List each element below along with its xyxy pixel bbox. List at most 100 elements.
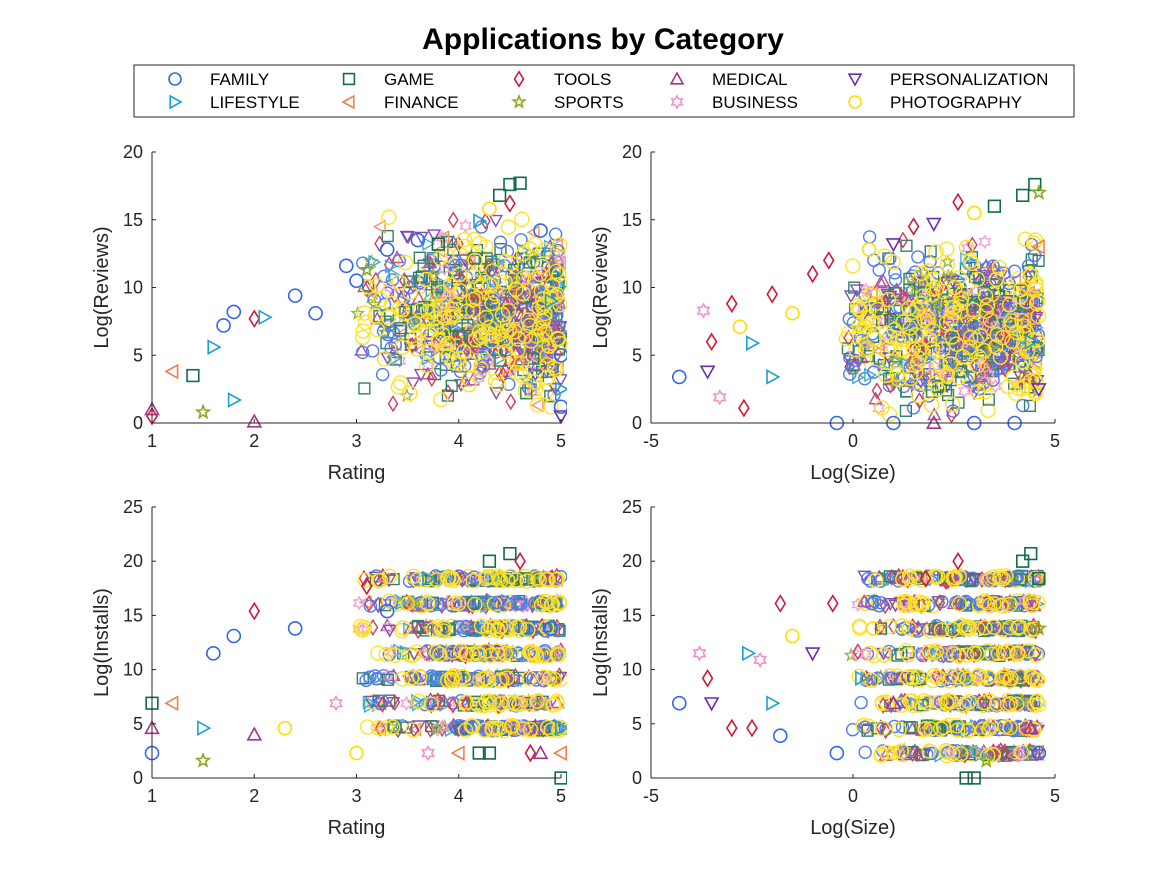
data-point: [308, 305, 323, 321]
scatter-point: [972, 328, 988, 344]
scatter-point: [986, 569, 1002, 585]
scatter-point: [429, 644, 445, 660]
scatter-point: [432, 301, 448, 317]
data-point: [513, 176, 527, 190]
data-point: [524, 743, 537, 763]
scatter-point: [933, 622, 950, 638]
scatter-point: [512, 596, 526, 610]
scatter-point: [539, 357, 555, 373]
scatter-point: [873, 672, 887, 688]
x-tick-label: 1: [147, 786, 157, 806]
scatter-point: [472, 370, 486, 386]
scatter-point: [530, 398, 544, 413]
y-tick-label: 0: [632, 768, 642, 788]
data-point: [919, 569, 932, 588]
scatter-point: [1023, 268, 1039, 284]
data-point: [554, 720, 567, 736]
subplot-1: 1 2 3 4 5 0 5 10 15 20 Rating Log(Reviews): [91, 142, 567, 484]
scatter-point: [899, 669, 916, 685]
scatter-point: [376, 351, 393, 367]
scatter-point: [490, 377, 507, 393]
scatter-point: [991, 260, 1008, 276]
scatter-point: [1014, 353, 1031, 370]
x-tick-label: 4: [454, 786, 464, 806]
scatter-point: [966, 573, 979, 586]
scatter-point: [429, 720, 445, 736]
scatter-point: [370, 311, 385, 325]
scatter-point: [838, 330, 855, 347]
scatter-point: [969, 357, 986, 374]
scatter-point: [874, 720, 891, 737]
scatter-point: [979, 297, 996, 313]
scatter-point: [1027, 570, 1044, 587]
scatter-point: [976, 695, 993, 711]
scatter-point: [375, 694, 390, 708]
scatter-point: [402, 385, 418, 402]
data-point: [741, 645, 757, 662]
scatter-point: [988, 378, 1002, 394]
scatter-point: [365, 344, 380, 358]
data-point: [358, 261, 376, 277]
scatter-point: [492, 254, 506, 270]
scatter-point: [1002, 276, 1016, 291]
scatter-point: [370, 645, 386, 661]
scatter-point: [871, 382, 883, 400]
scatter-point: [356, 619, 373, 636]
scatter-point: [870, 301, 886, 318]
scatter-point: [484, 720, 500, 736]
data-point: [482, 201, 497, 217]
scatter-point: [948, 336, 965, 352]
scatter-point: [1012, 668, 1028, 685]
scatter-point: [935, 719, 952, 736]
scatter-point: [467, 274, 484, 290]
scatter-point: [1030, 672, 1046, 688]
scatter-point: [1031, 696, 1047, 713]
scatter-point: [889, 366, 905, 382]
scatter-point: [382, 624, 397, 638]
scatter-point: [453, 379, 469, 393]
scatter-point: [543, 722, 560, 738]
scatter-point: [432, 250, 449, 266]
scatter-point: [970, 384, 986, 400]
scatter-point: [387, 395, 399, 413]
scatter-point: [1008, 696, 1025, 712]
x-tick-label: -5: [643, 431, 659, 451]
data-point: [977, 751, 995, 768]
scatter-point: [943, 649, 957, 663]
scatter-point: [540, 719, 556, 736]
scatter-point: [912, 594, 928, 610]
scatter-point: [862, 230, 877, 244]
scatter-point: [389, 693, 401, 711]
scatter-point: [1027, 385, 1044, 402]
scatter-point: [861, 724, 874, 737]
scatter-point: [426, 229, 442, 243]
scatter-point: [440, 646, 454, 662]
scatter-cloud: [352, 567, 567, 739]
scatter-point: [1025, 253, 1038, 266]
scatter-point: [903, 720, 916, 734]
scatter-point: [381, 229, 394, 243]
scatter-point: [430, 674, 443, 688]
data-point: [746, 718, 758, 738]
data-point: [1031, 745, 1047, 761]
scatter-point: [518, 572, 531, 585]
scatter-point: [1016, 326, 1032, 342]
scatter-point: [939, 241, 955, 257]
scatter-point: [482, 356, 497, 370]
scatter-point: [478, 310, 494, 326]
scatter-point: [418, 271, 434, 288]
scatter-point: [460, 695, 472, 713]
data-point: [194, 751, 212, 768]
y-tick-label: 10: [123, 660, 143, 680]
scatter-point: [859, 646, 873, 662]
scatter-point: [377, 695, 388, 713]
scatter-point: [910, 356, 926, 372]
legend-marker-personalization: [847, 73, 863, 87]
scatter-point: [507, 324, 523, 340]
scatter-point: [1031, 746, 1045, 762]
scatter-point: [978, 234, 992, 250]
scatter-point: [1023, 622, 1039, 638]
scatter-point: [422, 255, 438, 269]
scatter-point: [405, 568, 422, 584]
scatter-point: [946, 620, 960, 635]
